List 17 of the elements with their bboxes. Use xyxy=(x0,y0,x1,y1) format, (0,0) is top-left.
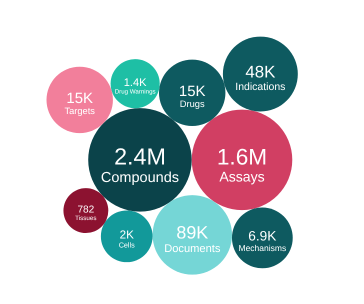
data-label: 89K xyxy=(176,222,208,242)
data-label: 15K xyxy=(66,90,94,107)
data-label: 48K xyxy=(245,62,276,82)
data-label: 2.4M xyxy=(114,144,166,170)
data-label: 6.9K xyxy=(248,228,276,244)
data-label: 15K xyxy=(178,82,206,100)
data-label: 2K xyxy=(120,228,134,242)
category-label: Assays xyxy=(219,168,265,184)
category-label: Indications xyxy=(235,82,286,93)
category-label: Drugs xyxy=(180,98,205,109)
category-label: Documents xyxy=(164,242,221,255)
category-label: Compounds xyxy=(100,170,180,186)
data-label: 1.4K xyxy=(124,76,148,89)
category-label: Mechanisms xyxy=(238,242,286,253)
data-label: 1.6M xyxy=(216,144,268,170)
data-label: 782 xyxy=(77,204,95,216)
category-label: Targets xyxy=(64,106,96,116)
